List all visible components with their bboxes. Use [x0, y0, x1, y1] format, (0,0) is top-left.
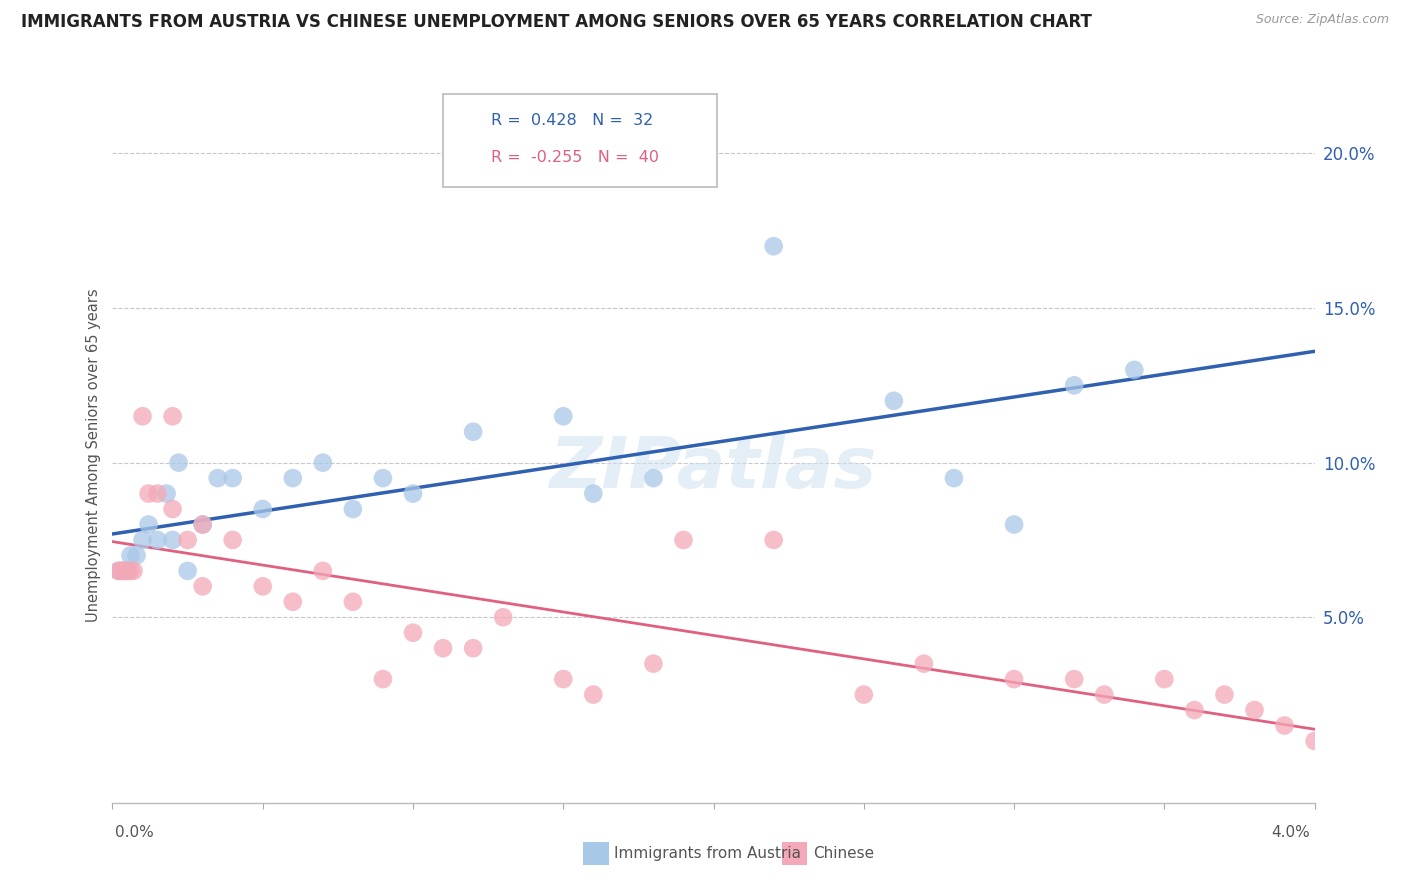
Point: [191, 579, 214, 593]
Text: R =  -0.255   N =  40: R = -0.255 N = 40: [491, 151, 658, 165]
Point: [120, 564, 142, 578]
Point: [155, 486, 177, 500]
Point: [553, 672, 575, 686]
Point: [207, 471, 229, 485]
Point: [643, 657, 665, 671]
Text: Chinese: Chinese: [813, 847, 873, 861]
Point: [110, 564, 132, 578]
Point: [1063, 672, 1085, 686]
Point: [122, 564, 145, 578]
Point: [461, 641, 484, 656]
Text: IMMIGRANTS FROM AUSTRIA VS CHINESE UNEMPLOYMENT AMONG SENIORS OVER 65 YEARS CORR: IMMIGRANTS FROM AUSTRIA VS CHINESE UNEMP…: [21, 13, 1092, 31]
Point: [1303, 734, 1326, 748]
Point: [125, 549, 148, 563]
Point: [114, 564, 136, 578]
Point: [117, 564, 139, 578]
Point: [371, 471, 394, 485]
Point: [167, 456, 190, 470]
Point: [461, 425, 484, 439]
Point: [131, 409, 153, 424]
Point: [138, 486, 160, 500]
Point: [1213, 688, 1236, 702]
Point: [131, 533, 153, 547]
Point: [942, 471, 965, 485]
Point: [1123, 363, 1146, 377]
Point: [176, 564, 198, 578]
Point: [107, 564, 129, 578]
Point: [342, 502, 364, 516]
Point: [883, 393, 905, 408]
Point: [146, 486, 169, 500]
Point: [371, 672, 394, 686]
Y-axis label: Unemployment Among Seniors over 65 years: Unemployment Among Seniors over 65 years: [86, 288, 101, 622]
Point: [162, 502, 184, 516]
Point: [1002, 517, 1025, 532]
Point: [1002, 672, 1025, 686]
Point: [1063, 378, 1085, 392]
Point: [643, 471, 665, 485]
Point: [110, 564, 132, 578]
Point: [114, 564, 136, 578]
Point: [553, 409, 575, 424]
Point: [912, 657, 935, 671]
Point: [281, 471, 304, 485]
Point: [162, 409, 184, 424]
Point: [342, 595, 364, 609]
Point: [120, 549, 142, 563]
Point: [222, 533, 245, 547]
Text: 4.0%: 4.0%: [1271, 825, 1310, 840]
Point: [762, 239, 785, 253]
Point: [222, 471, 245, 485]
Point: [1092, 688, 1115, 702]
Point: [672, 533, 695, 547]
Point: [762, 533, 785, 547]
Point: [107, 564, 129, 578]
Point: [191, 517, 214, 532]
Point: [852, 688, 875, 702]
Point: [281, 595, 304, 609]
Text: ZIPatlas: ZIPatlas: [550, 434, 877, 503]
Point: [402, 625, 425, 640]
Point: [1274, 718, 1296, 732]
Point: [252, 579, 274, 593]
Point: [1182, 703, 1205, 717]
Point: [1153, 672, 1175, 686]
Point: [162, 533, 184, 547]
Point: [402, 486, 425, 500]
Point: [312, 564, 335, 578]
Point: [582, 486, 605, 500]
Text: Immigrants from Austria: Immigrants from Austria: [614, 847, 801, 861]
Point: [312, 456, 335, 470]
Point: [191, 517, 214, 532]
Point: [252, 502, 274, 516]
Point: [432, 641, 454, 656]
Point: [582, 688, 605, 702]
Point: [138, 517, 160, 532]
Point: [117, 564, 139, 578]
Point: [176, 533, 198, 547]
Text: Source: ZipAtlas.com: Source: ZipAtlas.com: [1256, 13, 1389, 27]
Text: 0.0%: 0.0%: [115, 825, 155, 840]
Text: R =  0.428   N =  32: R = 0.428 N = 32: [491, 113, 652, 128]
Point: [1243, 703, 1265, 717]
Point: [492, 610, 515, 624]
Point: [146, 533, 169, 547]
